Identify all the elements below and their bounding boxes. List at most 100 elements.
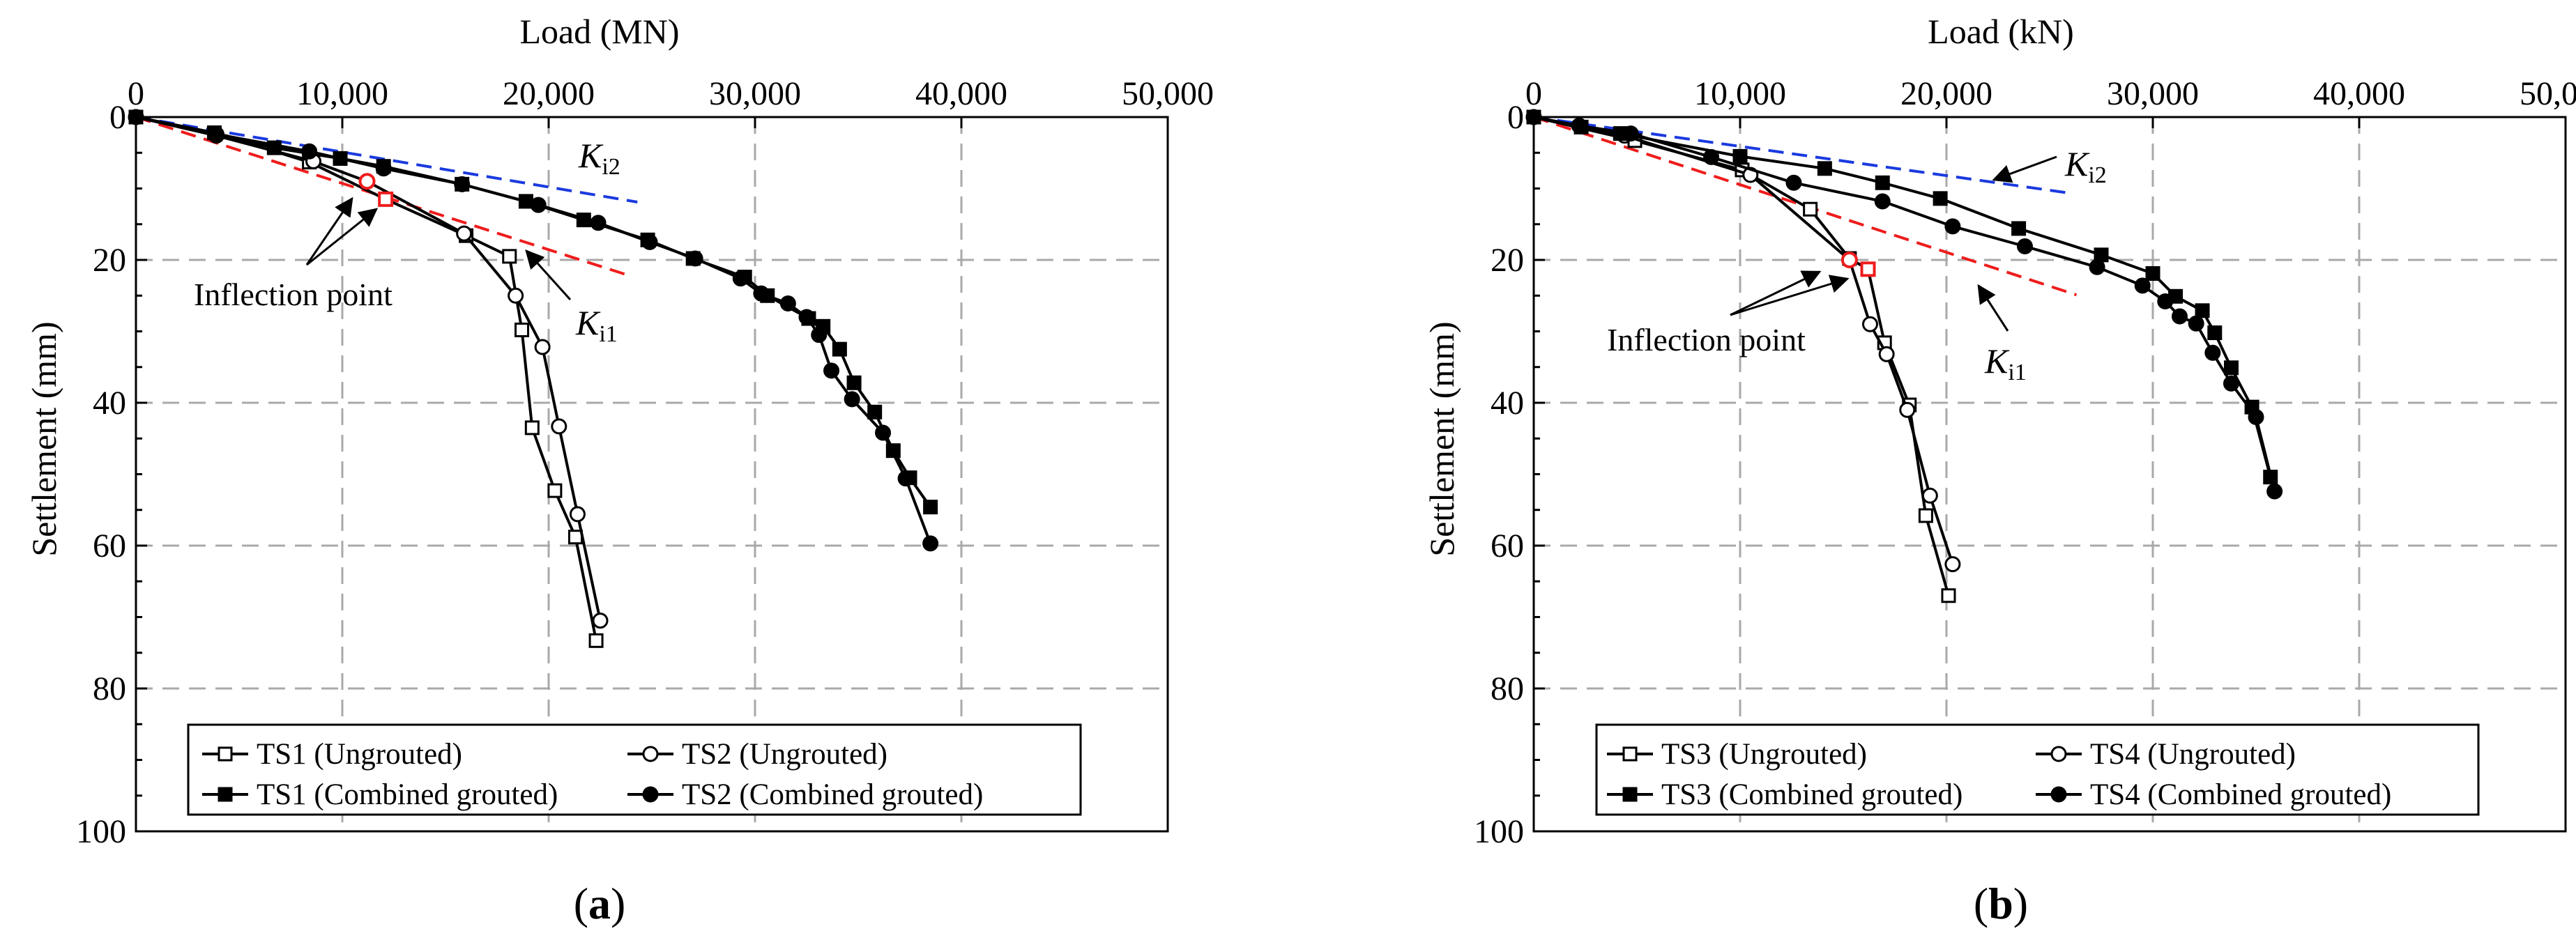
data-point <box>641 233 658 250</box>
y-tick-label: 80 <box>1491 670 1524 707</box>
data-point <box>923 500 938 515</box>
x-tick-label: 30,000 <box>2107 75 2199 112</box>
k-i1-arrow <box>1977 284 2009 332</box>
series-group-a <box>128 109 939 648</box>
legend-marker <box>2050 786 2067 803</box>
data-point <box>2223 360 2239 376</box>
data-point <box>2248 409 2264 425</box>
legend-entry: TS1 (Combined grouted) <box>202 778 558 811</box>
legend-label: TS3 (Combined grouted) <box>1661 778 1963 811</box>
data-point <box>2266 483 2283 500</box>
k-i2-sub: i2 <box>602 154 620 180</box>
data-point <box>687 250 703 267</box>
series-line <box>135 116 602 622</box>
series-line <box>1533 116 2272 478</box>
data-point <box>1899 401 1916 418</box>
series-filled-circle <box>128 109 939 552</box>
y-tick-label: 100 <box>1474 813 1524 850</box>
legend-box-b <box>1595 723 2480 816</box>
legend-marker <box>218 746 233 762</box>
data-point <box>1785 174 1802 191</box>
data-point <box>1622 125 1639 142</box>
data-point <box>530 197 547 213</box>
legend-entry: TS3 (Ungrouted) <box>1607 738 1867 771</box>
inflection-point-marker <box>1860 261 1876 277</box>
data-point <box>551 418 567 435</box>
y-tick-label: 0 <box>1507 99 1524 136</box>
x-tick-label: 20,000 <box>1900 75 1992 112</box>
series-filled-circle <box>1525 109 2283 500</box>
legend-marker <box>218 787 233 802</box>
data-point <box>846 375 862 390</box>
data-point <box>2145 265 2160 281</box>
legend-a: TS1 (Ungrouted) TS2 (Ungrouted) TS1 (Combi… <box>187 723 1082 816</box>
k-i1-sub: i1 <box>599 321 617 347</box>
legend-b: TS3 (Ungrouted) TS4 (Ungrouted) TS3 (Combi… <box>1595 723 2480 816</box>
panel-a: 0 10,000 20,000 30,000 40,000 50,000 0 20 40 60 8… <box>24 12 1214 928</box>
x-tick-label: 40,000 <box>2313 75 2405 112</box>
data-point <box>2188 315 2204 332</box>
legend-label: TS1 (Ungrouted) <box>257 738 462 771</box>
legend-marker <box>1622 746 1638 762</box>
data-point <box>592 613 609 629</box>
data-point <box>1571 117 1587 134</box>
data-point <box>502 249 517 264</box>
grid-a <box>136 117 1168 831</box>
data-point <box>569 506 586 523</box>
legend-entry: TS2 (Combined grouted) <box>627 778 983 811</box>
x-tick-label: 0 <box>128 75 144 112</box>
y-tick-label: 40 <box>1491 385 1524 422</box>
data-point <box>1933 191 1948 206</box>
annotations-b: Inflection point Ki1 Ki2 <box>1607 144 2107 385</box>
plot-frame-b <box>1532 116 2567 833</box>
y-axis-title: Settlement (mm) <box>24 321 63 556</box>
legend-label: TS2 (Combined grouted) <box>682 778 983 811</box>
data-point <box>844 391 860 408</box>
y-tick-label: 100 <box>76 813 126 850</box>
data-point <box>588 633 604 648</box>
data-point <box>2157 293 2174 309</box>
data-point <box>2011 221 2027 236</box>
series-group-b <box>1525 109 2283 603</box>
data-point <box>301 143 318 160</box>
panel-label-b: (b) <box>1974 879 2028 928</box>
inflection-arrow-2 <box>1730 275 1850 316</box>
data-point <box>732 270 749 287</box>
y-tick-labels-b: 0 20 40 60 80 100 <box>1474 99 1524 850</box>
k-i2-label: Ki2 <box>2064 144 2107 188</box>
y-tick-label: 0 <box>109 99 126 136</box>
data-point <box>2089 259 2105 275</box>
inflection-arrow-2 <box>306 208 379 266</box>
data-point <box>2195 303 2210 318</box>
series-open-square <box>128 109 604 648</box>
data-point <box>1874 193 1891 210</box>
plot-frame-a <box>135 116 1169 833</box>
k-i1-sub: i1 <box>2008 360 2026 385</box>
k-i2-main: K <box>578 136 604 175</box>
inflection-arrow-1 <box>1730 270 1822 316</box>
y-tick-label: 60 <box>93 528 126 564</box>
data-point <box>524 420 540 436</box>
data-point <box>2204 344 2221 361</box>
legend-label: TS3 (Ungrouted) <box>1661 738 1867 771</box>
data-point <box>375 160 392 177</box>
legend-marker <box>642 786 659 803</box>
data-point <box>832 341 847 357</box>
data-point <box>508 287 524 304</box>
data-point <box>567 530 583 545</box>
inflection-point-label: Inflection point <box>1607 322 1806 357</box>
x-tick-label: 30,000 <box>709 75 801 112</box>
legend-label: TS4 (Combined grouted) <box>2090 778 2391 811</box>
data-point <box>1944 556 1961 573</box>
legend-marker <box>2050 746 2067 762</box>
k-i2-sub: i2 <box>2088 162 2106 188</box>
data-point <box>798 309 815 325</box>
legend-marker <box>642 746 659 762</box>
legend-entry: TS1 (Ungrouted) <box>202 738 462 771</box>
y-tick-label: 20 <box>1491 242 1524 279</box>
data-point <box>922 535 939 552</box>
panel-letter-a: a <box>588 879 611 928</box>
x-tick-labels-a: 0 10,000 20,000 30,000 40,000 50,000 <box>128 75 1214 112</box>
x-tick-label: 50,000 <box>1122 75 1214 112</box>
data-point <box>1803 201 1818 217</box>
